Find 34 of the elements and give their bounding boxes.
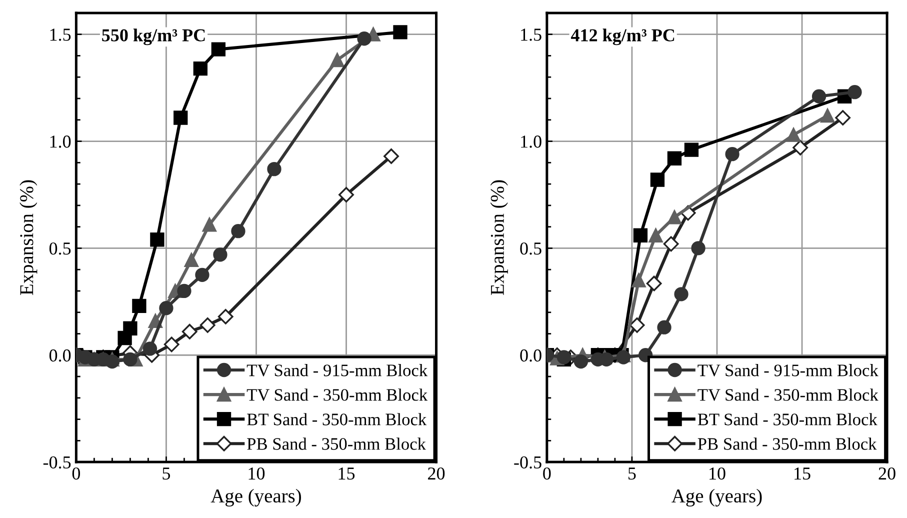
legend-label: TV Sand - 350-mm Block [698, 388, 878, 401]
y-tick-label: 0.5 [49, 242, 71, 255]
x-tick-label: 15 [794, 468, 810, 480]
legend-label: TV Sand - 350-mm Block [246, 388, 428, 401]
y-tick-label: 0.0 [520, 349, 542, 362]
y-tick-label: 1.0 [521, 136, 542, 148]
annotation: 550 kg/m³ PC [102, 28, 205, 46]
legend-label: PB Sand - 350-mm Block [698, 438, 877, 450]
legend-label: TV Sand - 915-mm Block [246, 364, 428, 376]
y-tick-label: -0.5 [43, 456, 71, 469]
x-tick-label: 15 [338, 468, 355, 480]
legend-label: PB Sand - 350-mm Block [247, 438, 426, 450]
y-tick-label: 1.0 [50, 136, 71, 148]
x-tick-label: 20 [878, 467, 896, 480]
y-tick-label: 0.5 [520, 242, 542, 255]
legend-label: BT Sand - 350-mm Block [247, 413, 427, 426]
y-tick-label: 1.5 [50, 28, 71, 41]
y-axis-title: Expansion (%) [20, 180, 38, 295]
x-tick-label: 10 [710, 467, 726, 480]
legend-label: TV Sand - 915-mm Block [698, 364, 878, 376]
y-tick-label: 0.0 [49, 349, 71, 362]
x-axis-title: Age (years) [210, 488, 301, 507]
x-tick-label: 0 [72, 467, 80, 480]
x-axis-title: Age (years) [672, 488, 762, 507]
x-tick-label: 10 [248, 467, 265, 480]
legend-label: BT Sand - 350-mm Block [698, 413, 878, 426]
y-axis-title: Expansion (%) [490, 180, 508, 295]
x-tick-label: 0 [543, 467, 551, 480]
x-tick-label: 5 [162, 468, 170, 480]
y-tick-label: -0.5 [514, 456, 542, 469]
x-tick-label: 20 [428, 467, 445, 480]
annotation: 412 kg/m³ PC [570, 28, 674, 46]
x-tick-label: 5 [628, 468, 636, 480]
y-tick-label: 1.5 [521, 28, 542, 41]
